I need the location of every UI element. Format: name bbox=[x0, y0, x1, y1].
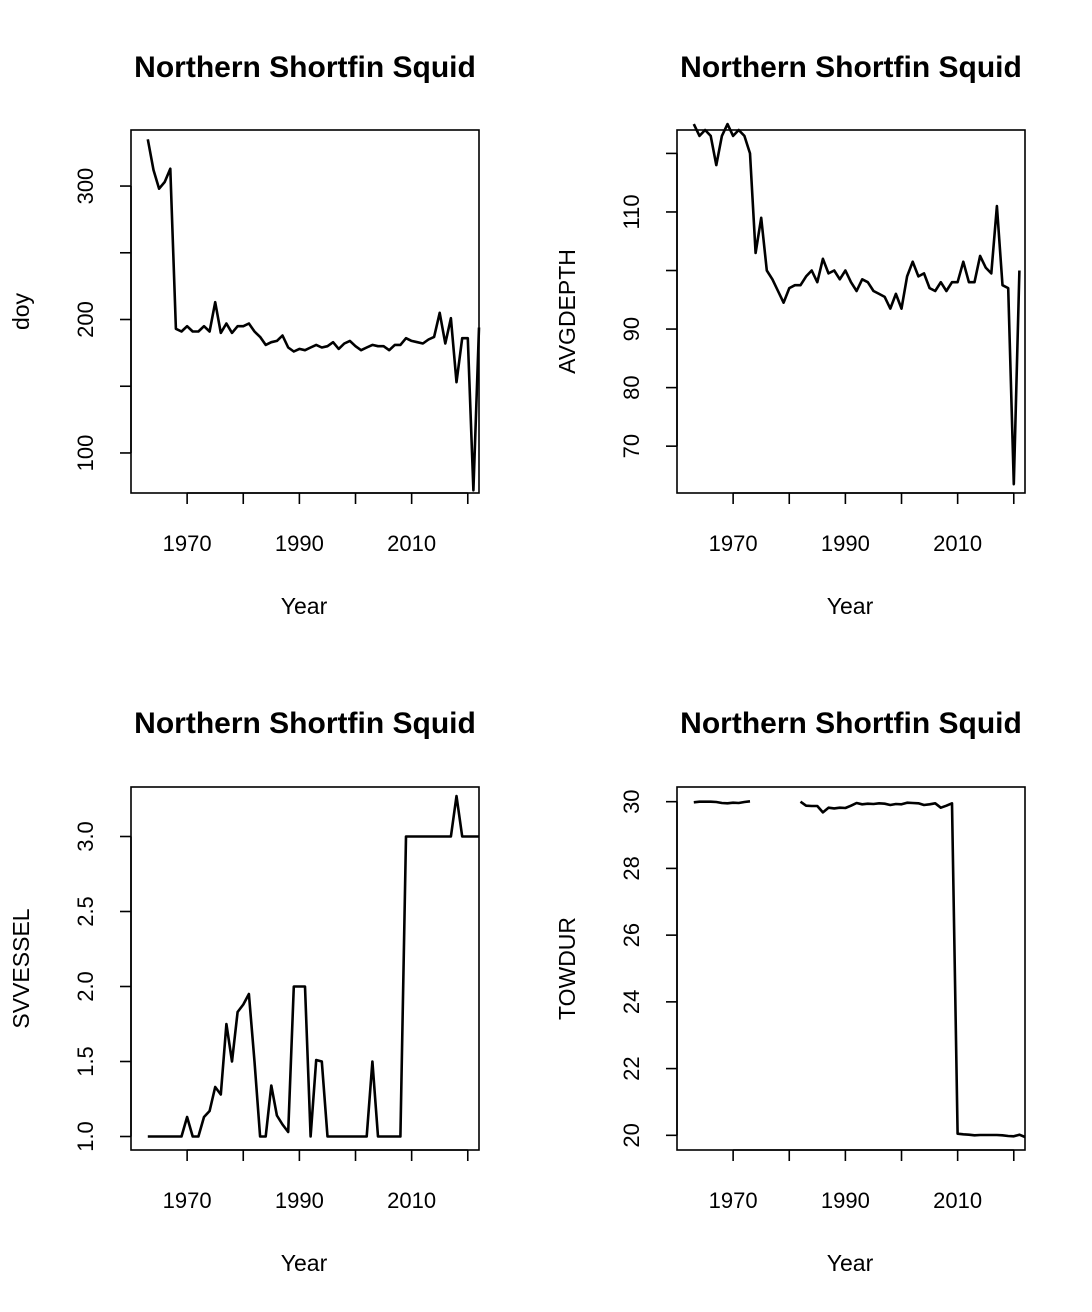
x-tick-label: 2010 bbox=[933, 531, 982, 556]
x-axis-label: Year bbox=[827, 593, 874, 619]
chart-title: Northern Shortfin Squid bbox=[134, 51, 476, 84]
y-tick-label: 300 bbox=[73, 168, 98, 205]
y-tick-label: 20 bbox=[619, 1123, 644, 1147]
y-axis-label: SVVESSEL bbox=[8, 908, 34, 1028]
y-tick-label: 1.5 bbox=[73, 1046, 98, 1077]
panel-3: Northern Shortfin Squid 1970 1990 2010 1.0 1.… bbox=[8, 707, 480, 1276]
y-tick-label: 100 bbox=[73, 435, 98, 472]
y-tick-label: 24 bbox=[619, 990, 644, 1014]
x-tick-label: 1990 bbox=[275, 531, 324, 556]
panel-1: Northern Shortfin Squid 1970 1990 2010 100 20… bbox=[8, 51, 481, 619]
x-tick-label: 1990 bbox=[821, 1188, 870, 1213]
x-tick-label: 1970 bbox=[709, 531, 758, 556]
x-tick-label: 1970 bbox=[163, 1188, 212, 1213]
x-axis-label: Year bbox=[827, 1250, 874, 1276]
y-axis-label: AVGDEPTH bbox=[554, 249, 580, 374]
x-tick-label: 1970 bbox=[163, 531, 212, 556]
y-tick-label: 22 bbox=[619, 1056, 644, 1080]
y-tick-label: 28 bbox=[619, 856, 644, 880]
chart-title: Northern Shortfin Squid bbox=[680, 707, 1022, 740]
series-line-1 bbox=[692, 122, 1021, 486]
y-tick-label: 90 bbox=[619, 317, 644, 341]
chart-title: Northern Shortfin Squid bbox=[680, 51, 1022, 84]
x-tick-label: 1990 bbox=[275, 1188, 324, 1213]
y-tick-label: 200 bbox=[73, 301, 98, 338]
y-tick-label: 2.0 bbox=[73, 971, 98, 1002]
x-tick-label: 2010 bbox=[933, 1188, 982, 1213]
panel-4: Northern Shortfin Squid 1970 1990 2010 20 22 2… bbox=[554, 707, 1026, 1276]
y-axis-label: doy bbox=[8, 292, 34, 330]
x-tick-label: 1970 bbox=[709, 1188, 758, 1213]
y-tick-label: 2.5 bbox=[73, 896, 98, 927]
y-tick-label: 3.0 bbox=[73, 821, 98, 852]
x-tick-label: 2010 bbox=[387, 531, 436, 556]
series-line-1 bbox=[146, 139, 481, 492]
y-tick-label: 26 bbox=[619, 923, 644, 947]
x-tick-label: 2010 bbox=[387, 1188, 436, 1213]
x-axis-label: Year bbox=[281, 1250, 328, 1276]
y-tick-label: 80 bbox=[619, 375, 644, 399]
series-line-1 bbox=[147, 794, 479, 1138]
x-tick-label: 1990 bbox=[821, 531, 870, 556]
series-line-2 bbox=[799, 800, 1026, 1139]
panel-2: Northern Shortfin Squid 1970 1990 2010 70 80 9… bbox=[554, 51, 1026, 619]
y-tick-label: 1.0 bbox=[73, 1121, 98, 1152]
y-tick-label: 70 bbox=[619, 434, 644, 458]
y-tick-label: 110 bbox=[619, 194, 644, 229]
x-axis-label: Year bbox=[281, 593, 328, 619]
series-line-1 bbox=[693, 800, 751, 805]
y-axis-label: TOWDUR bbox=[554, 917, 580, 1020]
y-tick-label: 30 bbox=[619, 789, 644, 813]
chart-title: Northern Shortfin Squid bbox=[134, 707, 476, 740]
